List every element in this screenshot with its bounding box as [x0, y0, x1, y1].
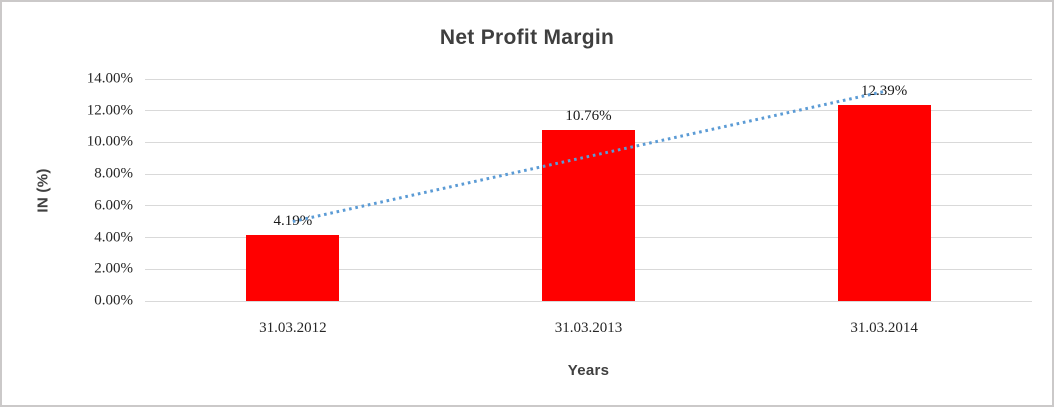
x-tick-label: 31.03.2014	[850, 320, 918, 336]
gridline	[145, 110, 1032, 112]
y-tick-label: 10.00%	[86, 133, 133, 150]
bar-31.03.2014	[837, 104, 931, 301]
bar-31.03.2013	[542, 130, 635, 301]
y-tick-label: 12.00%	[86, 102, 133, 119]
chart-title: Net Profit Margin	[439, 26, 615, 49]
y-tick-label: 2.00%	[94, 260, 133, 277]
y-tick-label: 8.00%	[94, 165, 133, 182]
data-label: 10.76%	[565, 108, 612, 125]
x-axis-title: Years	[567, 362, 610, 379]
x-tick-label: 31.03.2013	[554, 320, 623, 336]
gridline	[145, 300, 1032, 302]
data-label: 12.39%	[861, 82, 908, 99]
x-tick-label: 31.03.2012	[259, 320, 327, 336]
trendline-layer	[292, 90, 885, 223]
y-tick-label: 6.00%	[94, 197, 133, 214]
plot-area: 4.19% 10.76% 12.39%	[145, 78, 1032, 302]
gridline	[145, 78, 1032, 80]
y-tick-label: 14.00%	[86, 70, 133, 87]
y-axis-tick-labels: 0.00% 2.00% 4.00% 6.00% 8.00% 10.00% 12.00% 14.…	[2, 71, 133, 309]
y-tick-label: 4.00%	[94, 229, 133, 246]
y-tick-label: 0.00%	[94, 292, 133, 309]
linear-trendline	[292, 90, 885, 223]
bar-31.03.2012	[246, 234, 340, 301]
